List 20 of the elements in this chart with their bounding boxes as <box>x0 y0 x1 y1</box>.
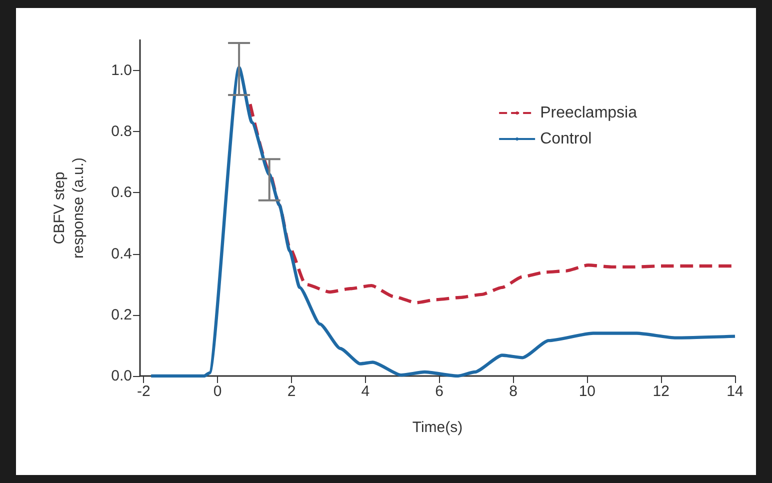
x-tick-label: 4 <box>361 383 370 400</box>
x-tick-label: -2 <box>137 383 150 400</box>
y-axis-title: CBFV step response (a.u.) <box>51 158 87 258</box>
x-axis-title: Time(s) <box>412 419 463 436</box>
x-tick-label: 6 <box>435 383 444 400</box>
legend-label: Control <box>540 130 592 148</box>
x-tick-label: 8 <box>509 383 518 400</box>
y-tick-label: 0.6 <box>111 184 132 202</box>
line-series <box>149 66 737 378</box>
x-tick-label: 14 <box>726 383 744 400</box>
y-tick-label: 0.4 <box>111 245 132 262</box>
x-tick-label: 12 <box>652 383 670 400</box>
x-tick-label: 10 <box>578 383 596 400</box>
legend-label: Preeclampsia <box>540 104 638 122</box>
y-tick-label: 0.8 <box>111 123 132 140</box>
y-tick-label: 0.0 <box>111 368 132 384</box>
x-tick-label: 2 <box>287 383 296 400</box>
y-tick-label: 0.2 <box>111 306 132 324</box>
x-tick-label: 0 <box>213 383 222 400</box>
y-tick-label: 1.0 <box>111 62 132 80</box>
